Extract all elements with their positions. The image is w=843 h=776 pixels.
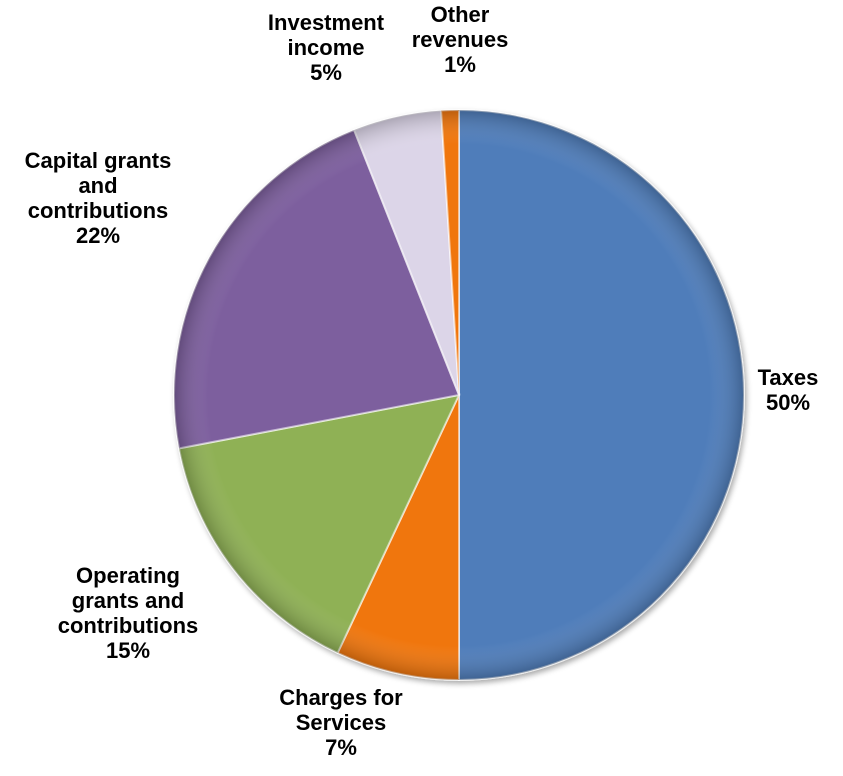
slice-label-line: 5%	[310, 60, 342, 85]
slice-label-line: grants and	[72, 588, 184, 613]
pie-slice-taxes	[458, 108, 745, 682]
slice-label-line: 22%	[76, 223, 120, 248]
slice-label-taxes: Taxes 50%	[758, 365, 819, 415]
slice-label-line: Operating	[76, 563, 180, 588]
slice-label-line: Investment	[268, 10, 385, 35]
slice-label-investment-income: Investment income 5%	[268, 10, 385, 85]
slice-label-line: 50%	[766, 390, 810, 415]
slice-label-line: and	[78, 173, 117, 198]
slice-label-line: contributions	[58, 613, 199, 638]
slice-label-other-revenues: Other revenues 1%	[412, 2, 509, 77]
slice-label-line: 1%	[444, 52, 476, 77]
slice-label-charges-for-services: Charges for Services 7%	[279, 685, 403, 760]
slice-label-line: contributions	[28, 198, 169, 223]
slice-label-operating-grants-and-contributions: Operating grants and contributions 15%	[58, 563, 199, 663]
slice-label-line: Charges for	[279, 685, 403, 710]
slice-label-line: 7%	[325, 735, 357, 760]
slice-label-line: income	[287, 35, 364, 60]
slice-label-line: Capital grants	[25, 148, 172, 173]
slice-label-line: Other	[431, 2, 490, 27]
slice-label-line: 15%	[106, 638, 150, 663]
slice-label-line: Services	[296, 710, 387, 735]
slice-label-line: revenues	[412, 27, 509, 52]
slice-label-capital-grants-and-contributions: Capital grants and contributions 22%	[25, 148, 172, 248]
slice-label-line: Taxes	[758, 365, 819, 390]
